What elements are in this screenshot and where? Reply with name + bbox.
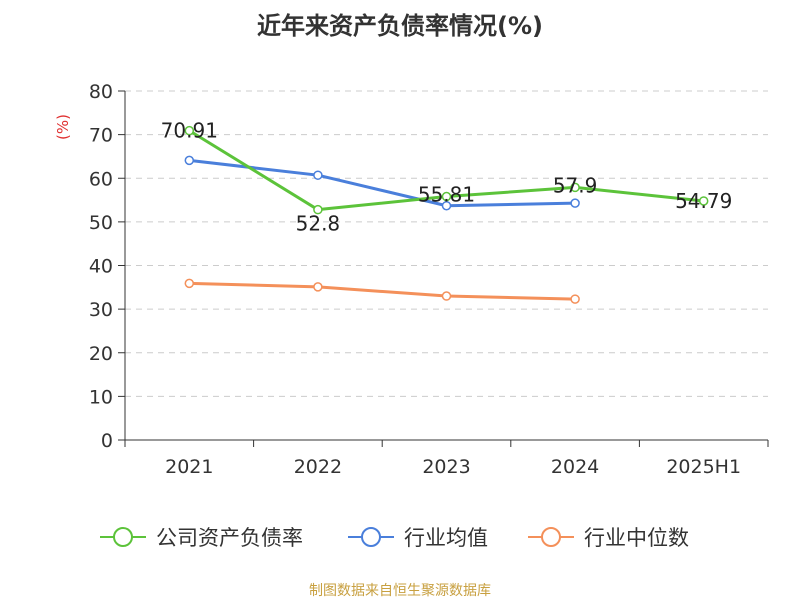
series-line-2 xyxy=(189,281,576,301)
x-tick-labels: 2021 2022 2023 2024 2025H1 xyxy=(165,456,741,478)
data-point xyxy=(184,278,195,289)
x-tick-label: 2022 xyxy=(294,456,342,478)
chart-title: 近年来资产负债率情况(%) xyxy=(257,12,543,40)
y-tick-label: 70 xyxy=(89,125,113,147)
y-tick-label: 20 xyxy=(89,343,113,365)
data-point xyxy=(570,294,580,304)
legend: 公司资产负债率 行业均值 行业中位数 xyxy=(100,526,689,550)
data-label: 57.9 xyxy=(553,173,598,197)
y-tick-label: 50 xyxy=(89,212,113,234)
data-label: 70.91 xyxy=(161,119,218,143)
data-point xyxy=(313,282,323,292)
y-tick-label: 30 xyxy=(89,299,113,321)
legend-label: 公司资产负债率 xyxy=(156,526,303,550)
y-tick-labels: 0 10 20 30 40 50 60 70 80 xyxy=(89,81,113,452)
data-point xyxy=(441,291,452,301)
data-point xyxy=(441,200,452,211)
data-point xyxy=(184,125,195,136)
x-tick-label: 2024 xyxy=(551,456,599,478)
y-tick-label: 80 xyxy=(89,81,113,103)
data-point xyxy=(313,170,323,180)
legend-label: 行业均值 xyxy=(404,526,488,550)
data-label: 55.81 xyxy=(418,183,475,207)
gridlines xyxy=(125,90,768,397)
y-tick-label: 10 xyxy=(89,386,113,408)
series-lines xyxy=(184,125,709,304)
y-axis-label: (%) xyxy=(54,114,72,140)
legend-marker xyxy=(541,527,561,547)
data-label: 54.79 xyxy=(675,189,732,213)
data-point xyxy=(570,182,580,193)
x-tick-label: 2023 xyxy=(422,456,470,478)
data-point xyxy=(698,196,709,206)
data-point xyxy=(313,204,323,215)
data-point xyxy=(184,155,195,166)
axes xyxy=(118,90,769,447)
y-tick-label: 40 xyxy=(89,256,113,278)
legend-label: 行业中位数 xyxy=(584,526,689,550)
y-tick-label: 60 xyxy=(89,168,113,190)
data-label: 52.8 xyxy=(296,212,341,236)
series-line-1 xyxy=(189,158,576,208)
source-note: 制图数据来自恒生聚源数据库 xyxy=(309,583,491,599)
data-point xyxy=(441,191,452,202)
legend-marker xyxy=(361,527,381,547)
y-tick-label: 0 xyxy=(101,430,113,452)
data-point xyxy=(570,198,580,208)
x-tick-label: 2025H1 xyxy=(666,456,741,478)
x-tick-label: 2021 xyxy=(165,456,213,478)
legend-marker xyxy=(113,527,133,547)
data-labels: 70.91 52.8 55.81 57.9 54.79 xyxy=(161,119,733,236)
